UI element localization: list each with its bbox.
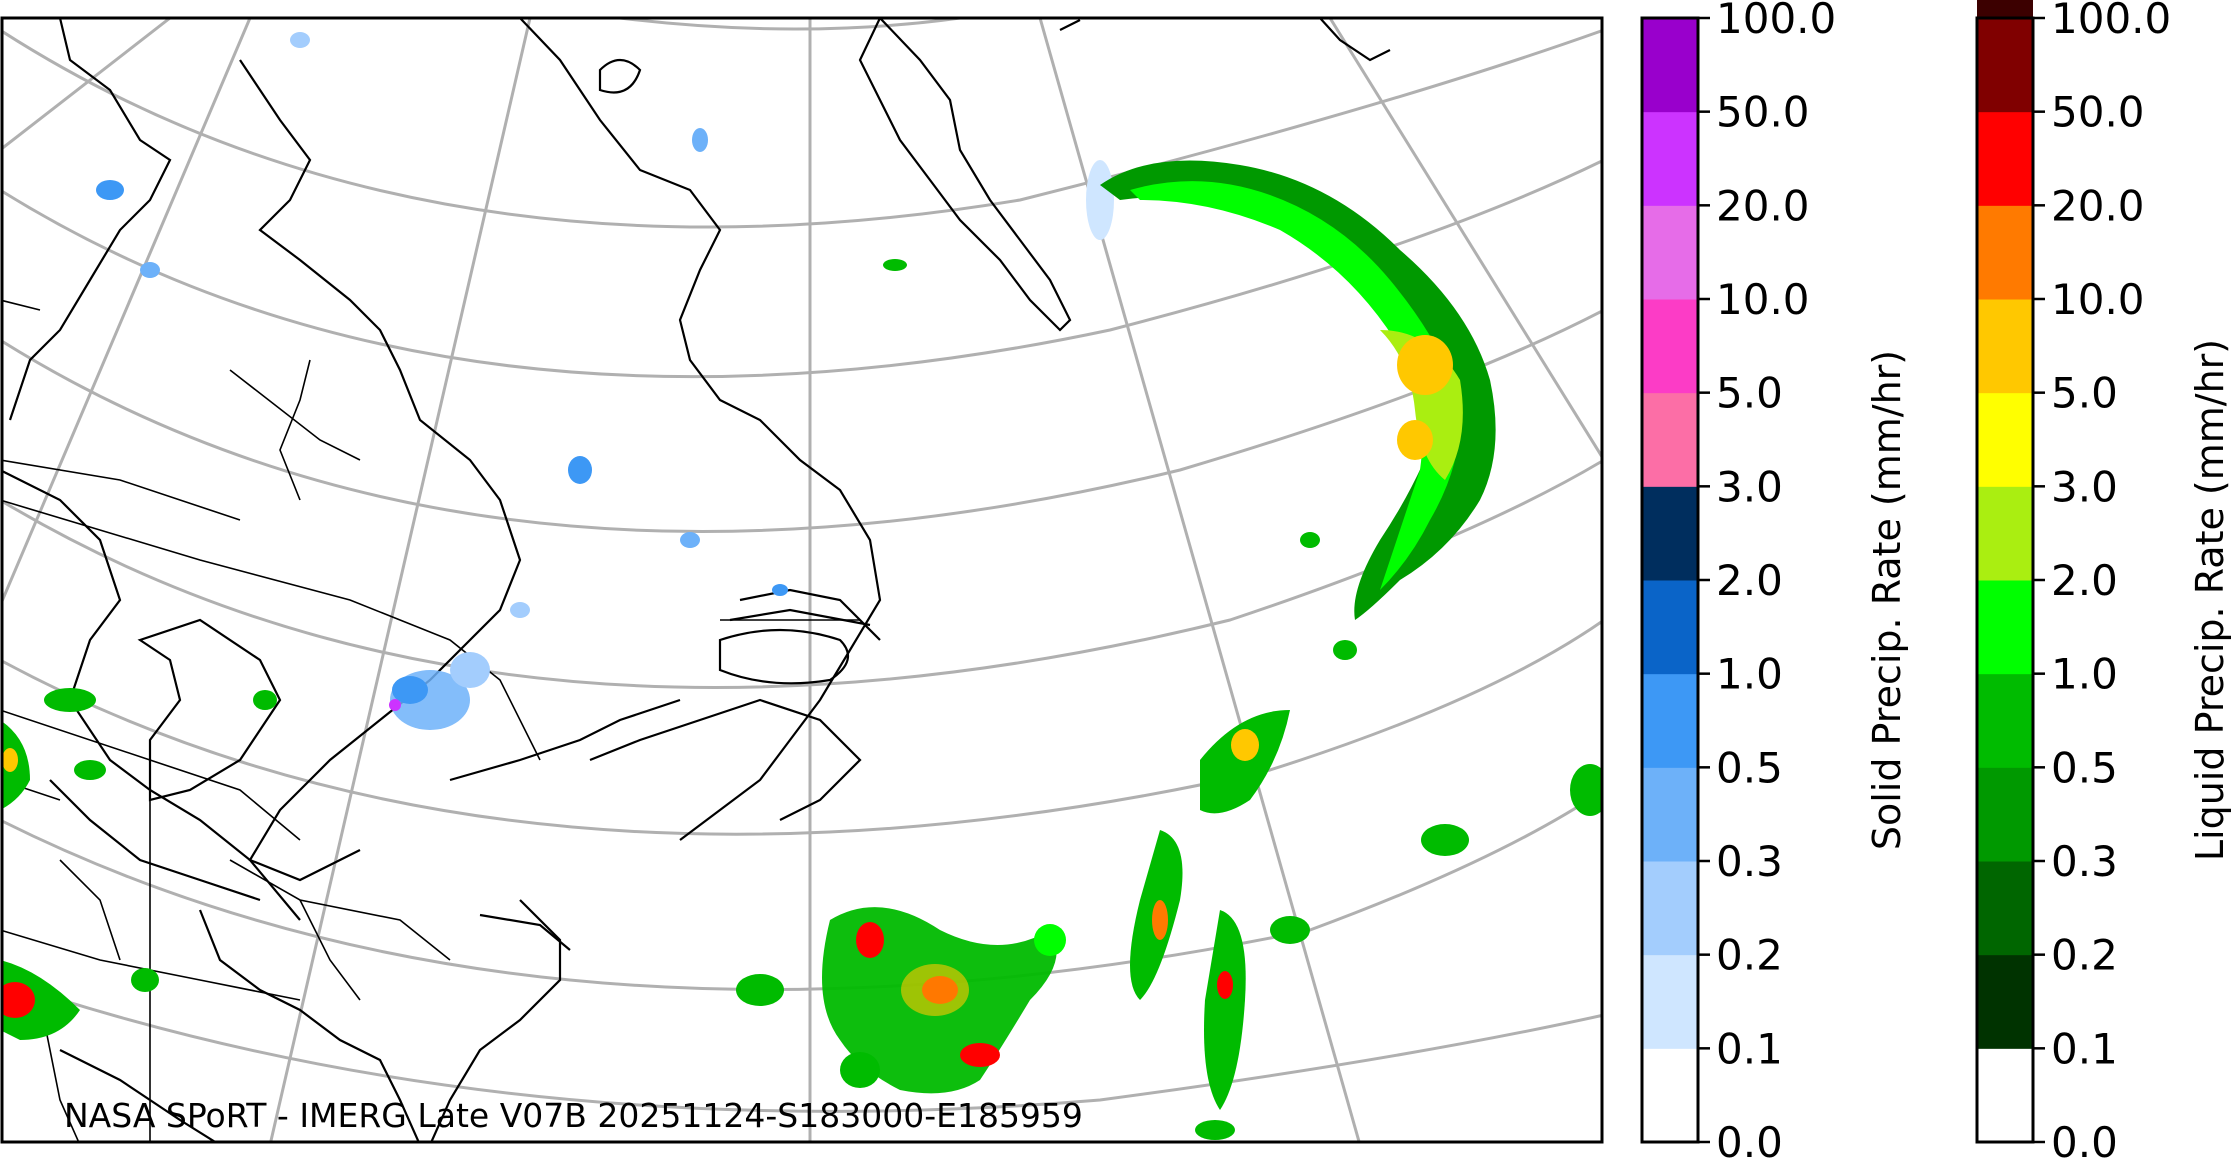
- map-frame: [0, 16, 1604, 1144]
- solid-precip-areas: [96, 32, 1114, 730]
- solid-colorbar-tick-label: 0.5: [1716, 743, 1783, 792]
- solid-colorbar-segment: [1642, 767, 1698, 862]
- liquid-precip-colorbar: 0.0 0.1 0.2 0.3 0.5 1.0 2.0 3.0 5.0 10.0 20.0 50.0 1…: [1975, 0, 2232, 1167]
- precip-map: NASA SPoRT - IMERG Late V07B 20251124-S1…: [0, 16, 1604, 1144]
- credit-text: NASA SPoRT - IMERG Late V07B 20251124-S1…: [64, 1096, 1083, 1135]
- political-borders: [2, 299, 860, 1142]
- solid-colorbar-tick-label: 20.0: [1716, 181, 1810, 230]
- map-canvas: [0, 16, 1604, 1144]
- longitude-gridlines: [2, 18, 1602, 1142]
- liquid-colorbar-segment: [1977, 767, 2033, 862]
- solid-colorbar-segment: [1642, 299, 1698, 394]
- liquid-colorbar-segment: [1977, 861, 2033, 956]
- liquid-colorbar-segment: [1977, 0, 2033, 19]
- liquid-colorbar-label: Liquid Precip. Rate (mm/hr): [2188, 339, 2232, 861]
- solid-colorbar-segment: [1642, 392, 1698, 487]
- liquid-colorbar-tick-label: 50.0: [2051, 88, 2145, 137]
- solid-colorbar-tick-label: 0.1: [1716, 1024, 1783, 1073]
- solid-colorbar-tick-label: 5.0: [1716, 369, 1783, 418]
- solid-colorbar-tick-label: 1.0: [1716, 650, 1783, 699]
- solid-colorbar-tick-label: 2.0: [1716, 556, 1783, 605]
- liquid-colorbar-tick-label: 3.0: [2051, 462, 2118, 511]
- latitude-gridlines: [2, 18, 1602, 1113]
- solid-colorbar-label: Solid Precip. Rate (mm/hr): [1865, 350, 1909, 850]
- solid-colorbar-segment: [1642, 486, 1698, 581]
- solid-colorbar-tick-label: 3.0: [1716, 462, 1783, 511]
- liquid-colorbar-tick-label: 10.0: [2051, 275, 2145, 324]
- liquid-colorbar-tick-label: 1.0: [2051, 650, 2118, 699]
- solid-colorbar-segment: [1642, 205, 1698, 300]
- solid-colorbar-segment: [1642, 861, 1698, 956]
- solid-colorbar-segment: [1642, 954, 1698, 1049]
- solid-colorbar-tick-label: 0.3: [1716, 837, 1783, 886]
- solid-colorbar-segment: [1642, 673, 1698, 768]
- liquid-colorbar-segment: [1977, 486, 2033, 581]
- liquid-colorbar-segment: [1977, 18, 2033, 113]
- liquid-colorbar-tick-label: 0.3: [2051, 837, 2118, 886]
- liquid-precip-areas: [2, 160, 1602, 1140]
- liquid-colorbar-segment: [1977, 205, 2033, 300]
- liquid-colorbar-tick-label: 0.2: [2051, 931, 2118, 980]
- liquid-colorbar-segment: [1977, 392, 2033, 487]
- solid-colorbar-tick-label: 0.0: [1716, 1118, 1783, 1167]
- solid-colorbar-segment: [1642, 1048, 1698, 1143]
- solid-colorbar-tick-label: 100.0: [1716, 0, 1836, 43]
- solid-colorbar-segment: [1642, 580, 1698, 675]
- liquid-colorbar-tick-label: 5.0: [2051, 369, 2118, 418]
- solid-colorbar-segment: [1642, 18, 1698, 113]
- liquid-colorbar-segment: [1977, 673, 2033, 768]
- liquid-colorbar-segment: [1977, 299, 2033, 394]
- liquid-colorbar-tick-label: 0.5: [2051, 743, 2118, 792]
- liquid-colorbar-tick-label: 100.0: [2051, 0, 2171, 43]
- liquid-colorbar-tick-label: 0.0: [2051, 1118, 2118, 1167]
- liquid-colorbar-segment: [1977, 580, 2033, 675]
- solid-colorbar-tick-label: 10.0: [1716, 275, 1810, 324]
- liquid-colorbar-segment: [1977, 111, 2033, 206]
- liquid-colorbar-segment: [1977, 954, 2033, 1049]
- solid-precip-colorbar: 0.0 0.1 0.2 0.3 0.5 1.0 2.0 3.0 5.0 10.0 20.0 50.0 1…: [1640, 0, 1909, 1167]
- liquid-colorbar-tick-label: 2.0: [2051, 556, 2118, 605]
- solid-colorbar-tick-label: 50.0: [1716, 88, 1810, 137]
- liquid-colorbar-tick-label: 20.0: [2051, 181, 2145, 230]
- solid-colorbar-tick-label: 0.2: [1716, 931, 1783, 980]
- liquid-colorbar-tick-label: 0.1: [2051, 1024, 2118, 1073]
- solid-colorbar-segment: [1642, 111, 1698, 206]
- liquid-colorbar-segment: [1977, 1048, 2033, 1143]
- coastlines: [2, 18, 1391, 1142]
